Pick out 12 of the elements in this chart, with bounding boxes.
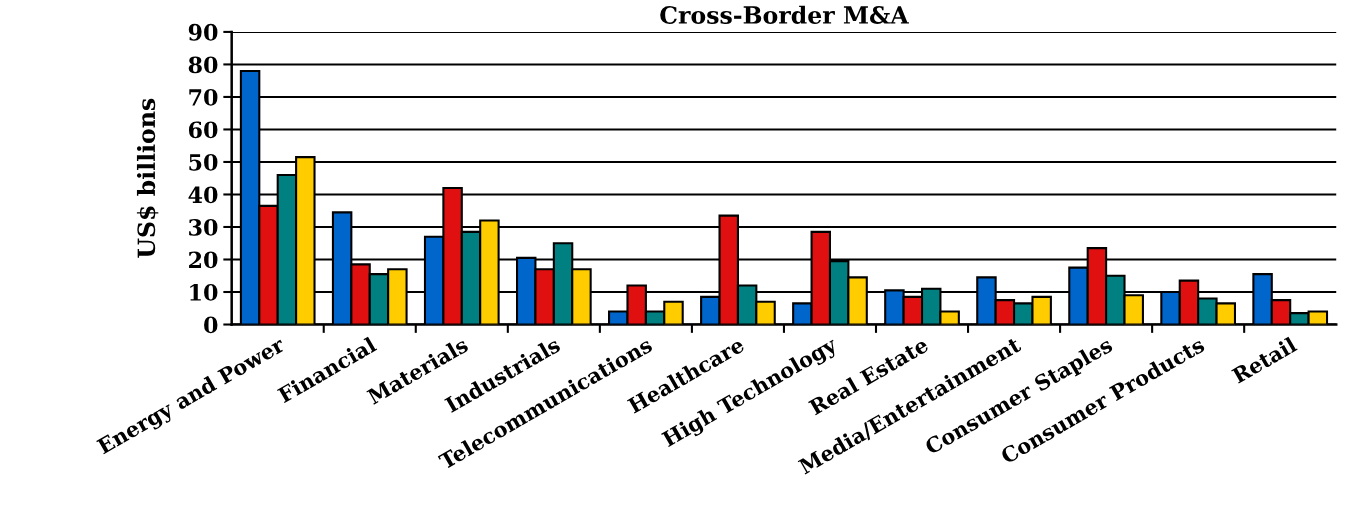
y-tick-label: 90 bbox=[188, 23, 218, 41]
y-tick-label: 0 bbox=[204, 316, 218, 334]
y-tick-label: 80 bbox=[188, 56, 218, 74]
y-tick-label: 10 bbox=[190, 283, 218, 301]
y-tick-label: 60 bbox=[188, 121, 218, 139]
y-tick-label: 30 bbox=[189, 218, 218, 236]
y-tick-label: 40 bbox=[188, 186, 218, 204]
y-axis-title: US$ billions bbox=[136, 98, 159, 258]
chart-title: Cross-Border M&A bbox=[660, 5, 909, 24]
y-tick-label: 20 bbox=[189, 251, 218, 269]
y-tick-label: 50 bbox=[189, 153, 218, 171]
y-tick-label: 70 bbox=[189, 88, 218, 106]
